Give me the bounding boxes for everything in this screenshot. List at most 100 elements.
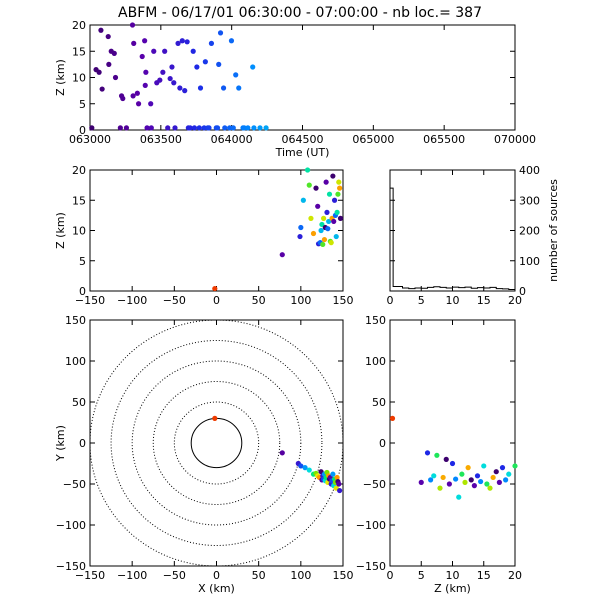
data-point	[474, 473, 481, 479]
data-point	[319, 221, 325, 228]
data-point	[160, 69, 166, 75]
data-point	[326, 218, 332, 225]
data-point	[135, 101, 142, 107]
data-point	[331, 197, 338, 203]
plot-frame	[89, 319, 344, 567]
data-point	[462, 479, 468, 485]
y-tick-label: 5	[79, 255, 86, 268]
data-point	[334, 209, 340, 215]
data-point	[437, 485, 443, 491]
data-point	[99, 86, 105, 92]
data-point	[197, 85, 204, 91]
data-point	[313, 185, 319, 191]
data-point	[428, 477, 434, 483]
x-tick-label: 100	[290, 569, 311, 582]
y-tick-label: 100	[519, 255, 540, 268]
data-point	[431, 473, 437, 479]
x-tick-label: 10	[446, 569, 460, 582]
data-point	[162, 48, 168, 54]
figure-title: ABFM - 06/17/01 06:30:00 - 07:00:00 - nb…	[118, 5, 482, 21]
data-point	[177, 85, 183, 91]
data-point	[337, 215, 344, 221]
x-tick-label: 064500	[282, 133, 324, 146]
data-point	[171, 80, 177, 86]
data-point	[89, 125, 95, 131]
data-point	[251, 125, 257, 131]
data-point	[306, 182, 312, 188]
data-point	[120, 95, 126, 102]
x-tick-label: 070000	[494, 133, 536, 146]
data-point	[487, 485, 493, 491]
data-point	[493, 469, 499, 475]
y-tick-label: 0	[379, 437, 386, 450]
plot-frame	[389, 319, 516, 567]
y-tick-label: 10	[72, 225, 86, 238]
data-point	[503, 477, 509, 483]
y-tick-label: −100	[56, 519, 86, 532]
data-point	[106, 61, 112, 67]
y-tick-label: 0	[519, 285, 526, 298]
data-point	[241, 125, 247, 131]
x-tick-label: 20	[508, 569, 522, 582]
x-tick-label: 20	[508, 294, 522, 307]
data-point	[129, 22, 136, 28]
x-tick-label: 150	[333, 294, 354, 307]
data-point	[230, 125, 236, 131]
y-tick-label: 20	[72, 164, 86, 177]
x-tick-label: −150	[75, 294, 105, 307]
data-point	[96, 69, 102, 75]
data-point	[131, 40, 137, 46]
data-point	[478, 478, 484, 485]
data-point	[190, 48, 196, 54]
data-point	[201, 125, 207, 131]
data-point	[233, 72, 239, 78]
x-tick-label: 063500	[140, 133, 182, 146]
y-axis-label: Y (km)	[54, 425, 67, 462]
x-tick-label: 100	[290, 294, 311, 307]
y-tick-label: 0	[79, 124, 86, 137]
x-tick-label: 0	[213, 294, 220, 307]
data-point	[484, 481, 490, 487]
data-point	[389, 415, 396, 421]
data-point	[331, 218, 337, 225]
data-point	[117, 125, 123, 131]
data-point	[468, 477, 474, 483]
data-point	[187, 125, 193, 131]
data-point	[112, 74, 119, 81]
data-point	[321, 215, 327, 221]
x-tick-label: −100	[117, 294, 147, 307]
y-axis-label: Z (km)	[54, 59, 67, 96]
range-ring	[110, 340, 323, 546]
data-point	[512, 463, 518, 469]
x-tick-label: −50	[163, 294, 186, 307]
data-point	[320, 241, 326, 248]
plot-frame	[389, 169, 516, 292]
data-point	[337, 487, 343, 494]
x-tick-label: 0	[387, 294, 394, 307]
data-point	[471, 483, 477, 489]
y-tick-label: 15	[72, 194, 86, 207]
y-tick-label: 10	[72, 72, 86, 85]
y-tick-label: 5	[79, 98, 86, 111]
data-point	[212, 415, 218, 421]
data-point	[304, 167, 311, 173]
plot-frame	[89, 169, 344, 292]
data-point	[481, 463, 487, 469]
y-tick-label: 50	[72, 396, 86, 409]
data-point	[310, 230, 317, 237]
data-point	[506, 471, 512, 477]
y-tick-label: 300	[519, 194, 540, 207]
x-tick-label: −50	[163, 569, 186, 582]
data-point	[279, 252, 285, 258]
data-point	[298, 463, 304, 469]
data-point	[212, 285, 218, 292]
data-point	[418, 479, 424, 485]
data-point	[297, 233, 303, 240]
x-tick-label: 50	[252, 294, 266, 307]
x-tick-label: 5	[418, 294, 425, 307]
data-point	[328, 240, 334, 246]
x-axis-label: Z (km)	[434, 582, 471, 595]
data-point	[456, 494, 462, 500]
x-axis-label: Time (UT)	[275, 146, 330, 159]
data-point	[196, 125, 202, 131]
